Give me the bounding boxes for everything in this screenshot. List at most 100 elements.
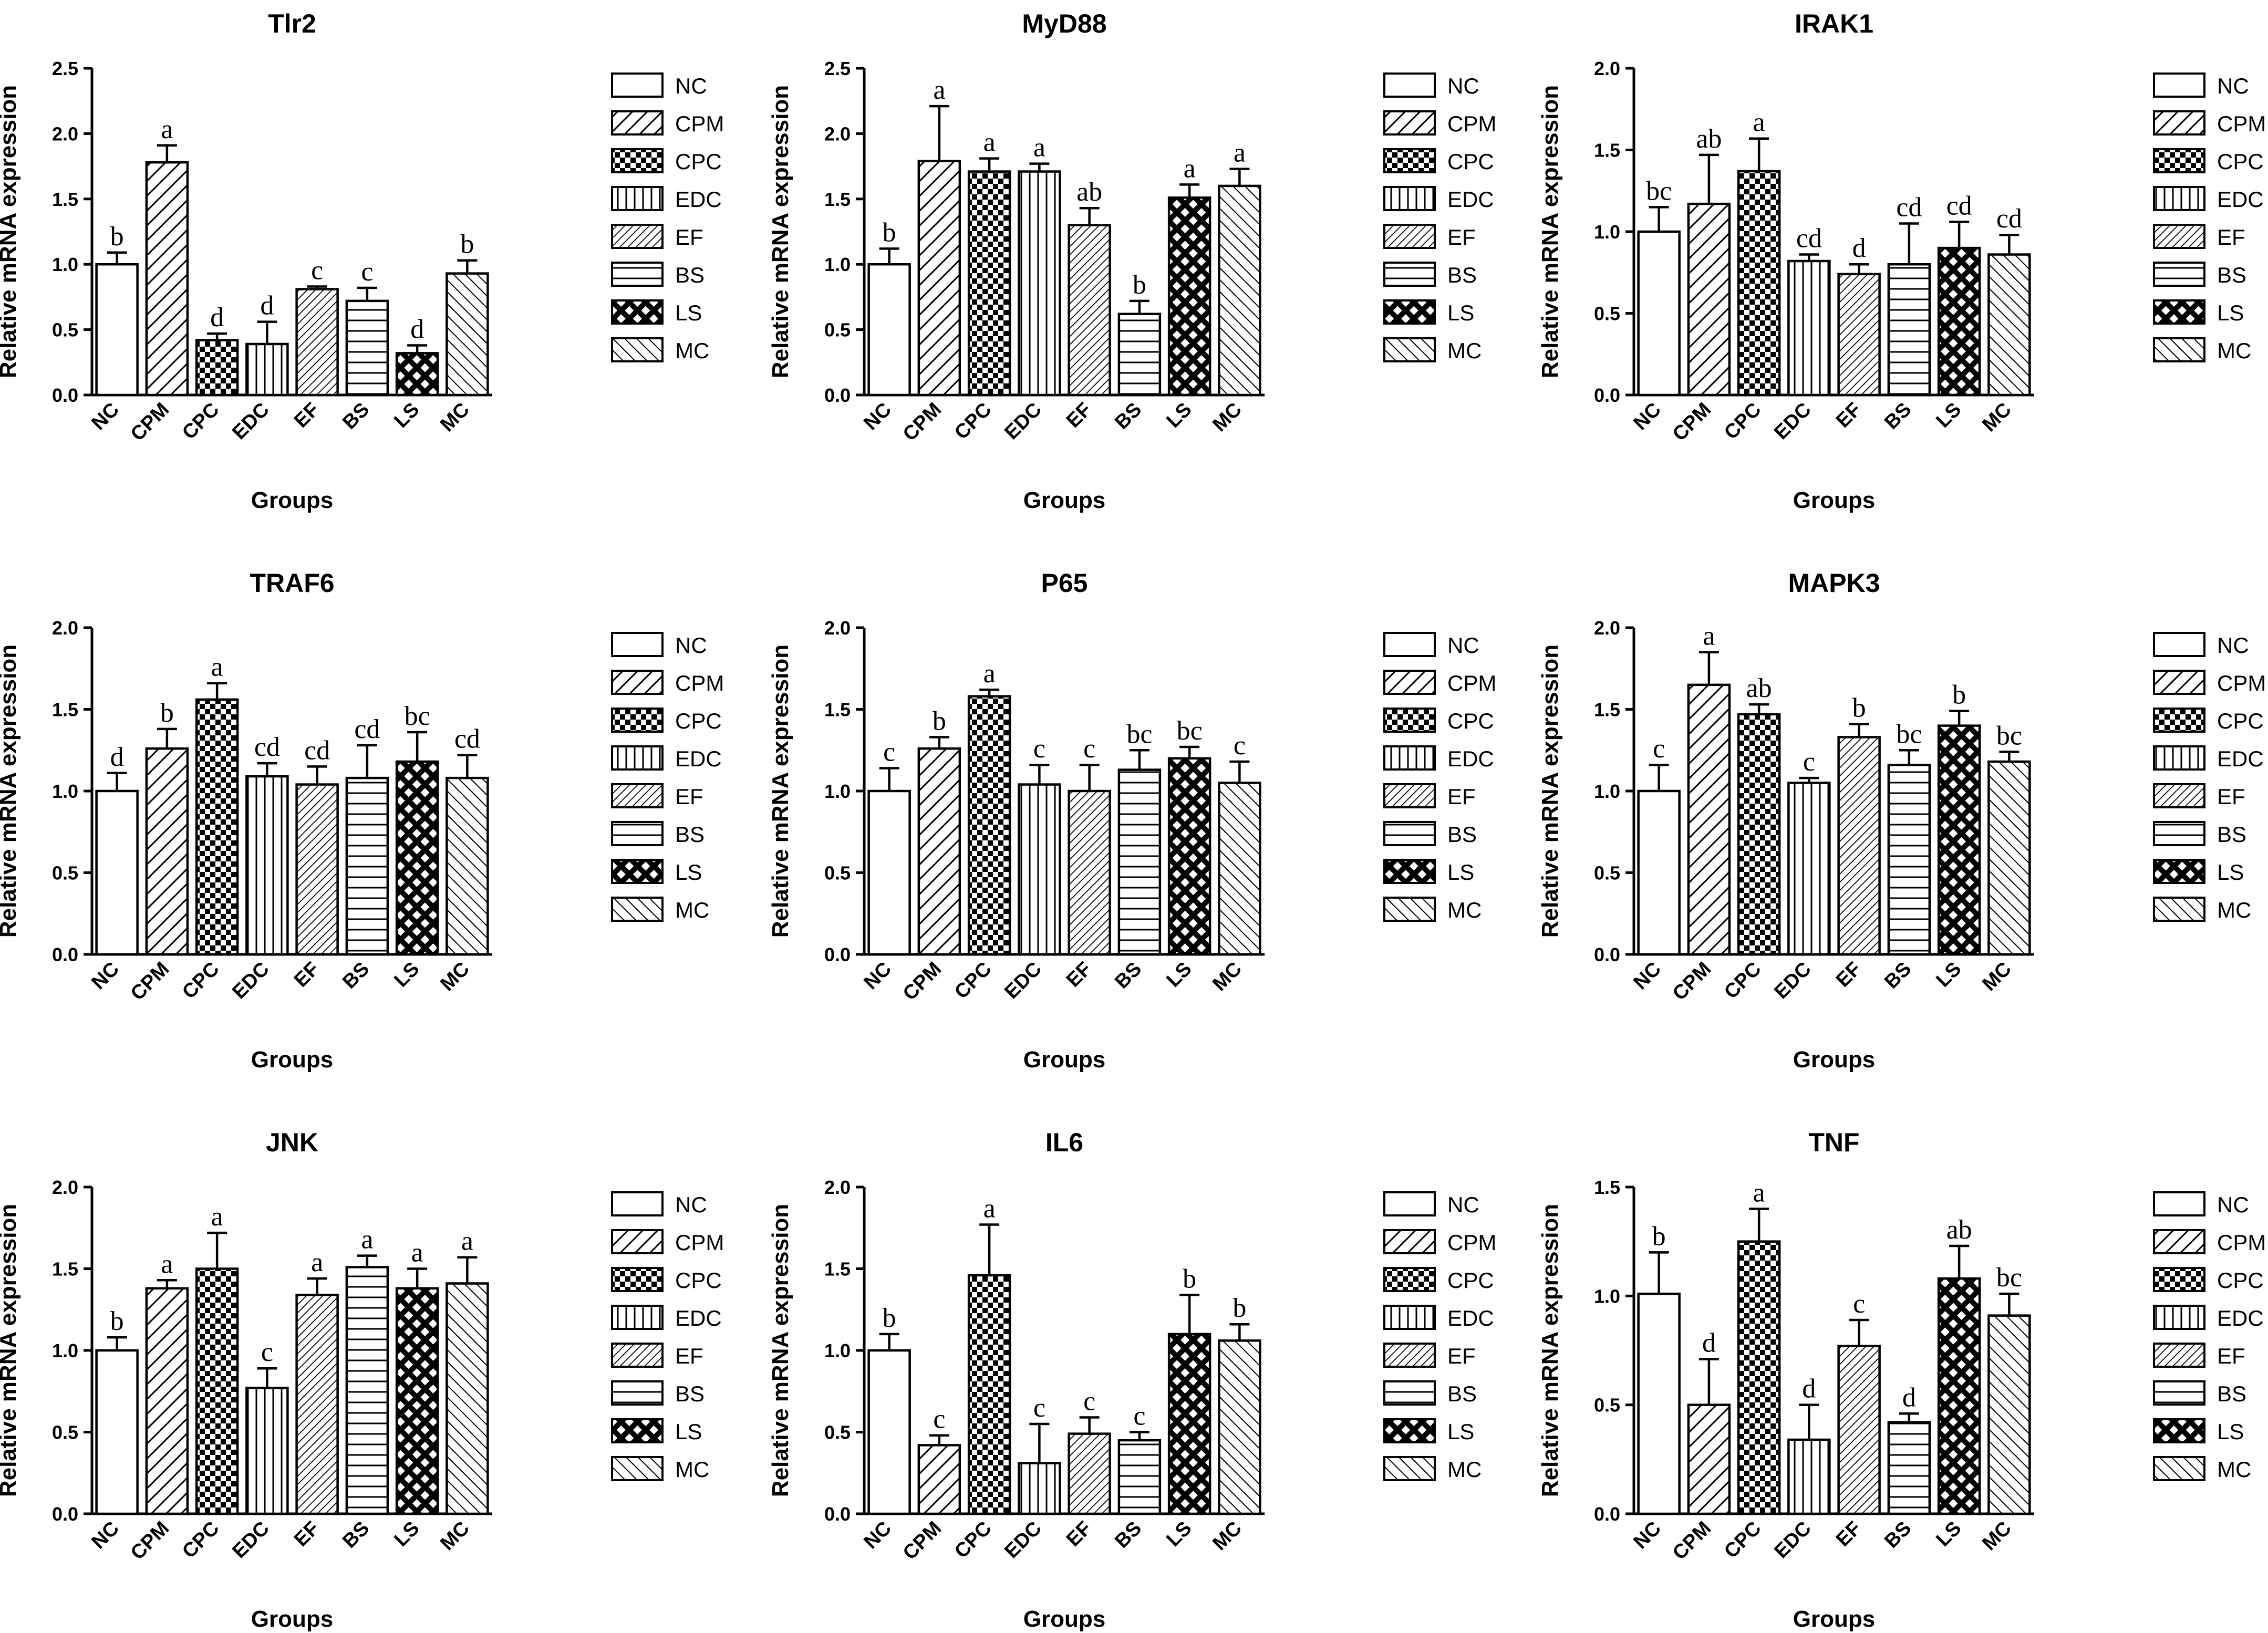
- legend-label: BS: [675, 263, 705, 287]
- x-tick-label: NC: [1629, 1517, 1665, 1554]
- legend-label: EF: [2217, 784, 2245, 809]
- legend-label: CPM: [1447, 671, 1496, 695]
- significance-letter: a: [311, 1247, 323, 1277]
- significance-letter: c: [933, 1405, 945, 1434]
- x-tick-label: NC: [1629, 958, 1665, 994]
- y-tick-label: 0.0: [52, 1503, 78, 1525]
- legend-label: CPC: [675, 709, 722, 733]
- legend-label: NC: [2217, 74, 2249, 98]
- significance-letter: c: [1234, 731, 1246, 761]
- significance-letter: ab: [1946, 1215, 1972, 1245]
- legend-label: BS: [2217, 822, 2246, 847]
- legend-label: MC: [1447, 898, 1482, 922]
- y-tick-label: 1.5: [1594, 140, 1620, 161]
- x-tick-label: NC: [1629, 399, 1665, 435]
- y-tick-label: 2.0: [52, 617, 78, 639]
- significance-letter: bc: [1996, 721, 2022, 751]
- y-tick-label: 0.0: [52, 384, 78, 406]
- y-axis-title: Relative mRNA expression: [0, 85, 21, 378]
- bar-cpc: [195, 698, 239, 956]
- legend-swatch-bs: [611, 1380, 664, 1406]
- bar-bs: [345, 776, 389, 956]
- x-axis-title: Groups: [1023, 1047, 1105, 1073]
- significance-letter: b: [1233, 1293, 1246, 1323]
- bar-mc: [446, 776, 489, 956]
- x-axis-title: Groups: [1793, 1047, 1875, 1073]
- y-tick-label: 0.5: [824, 319, 851, 341]
- legend-swatch-cpc: [2153, 1267, 2205, 1292]
- significance-letter: b: [1852, 693, 1866, 723]
- bar-edc: [1018, 1462, 1061, 1515]
- legend-swatch-ef: [1383, 1343, 1436, 1368]
- legend-label: NC: [675, 1192, 707, 1217]
- y-axis-title: Relative mRNA expression: [768, 85, 793, 378]
- significance-letter: d: [410, 314, 424, 344]
- y-tick-label: 0.5: [824, 1422, 851, 1443]
- bar-ef: [295, 288, 339, 397]
- x-tick-label: CPM: [127, 399, 173, 445]
- bar-edc: [1787, 1438, 1831, 1515]
- legend-label: EF: [1447, 225, 1476, 249]
- significance-letter: ab: [1696, 124, 1722, 154]
- significance-letter: cd: [304, 735, 330, 765]
- x-tick-label: CPC: [1720, 399, 1765, 444]
- legend-swatch-nc: [1383, 632, 1436, 657]
- legend-swatch-cpm: [1383, 110, 1436, 136]
- x-tick-label: NC: [87, 958, 123, 994]
- legend-label: CPC: [675, 149, 722, 174]
- legend-swatch-mc: [2153, 897, 2205, 922]
- bar-edc: [1787, 782, 1831, 956]
- legend-swatch-edc: [1383, 186, 1436, 211]
- x-tick-label: BS: [1880, 399, 1915, 434]
- bar-cpc: [967, 170, 1011, 397]
- bar-cpm: [917, 160, 961, 397]
- x-tick-label: EDC: [1770, 958, 1815, 1003]
- legend: NC CPM CPC EDC EF BS LS MC: [1383, 632, 1496, 922]
- chart-title: MyD88: [1022, 9, 1106, 38]
- legend-swatch-edc: [611, 186, 664, 211]
- significance-letter: cd: [254, 732, 280, 762]
- significance-letter: b: [160, 698, 174, 728]
- x-tick-label: CPM: [1669, 399, 1715, 445]
- x-axis-title: Groups: [1793, 1606, 1875, 1632]
- legend-label: EDC: [2217, 746, 2264, 771]
- x-tick-label: NC: [87, 1517, 123, 1554]
- legend-swatch-cpc: [2153, 148, 2205, 173]
- legend: NC CPM CPC EDC EF BS LS MC: [1383, 1191, 1496, 1482]
- bar-ef: [1837, 1345, 1881, 1515]
- legend-swatch-ls: [2153, 299, 2205, 325]
- y-tick-label: 0.5: [1594, 303, 1620, 325]
- x-tick-label: LS: [1162, 958, 1196, 992]
- x-tick-label: LS: [1932, 399, 1965, 432]
- bar-bs: [1117, 1439, 1162, 1515]
- y-tick-label: 0.0: [824, 944, 851, 965]
- bar-mc: [1987, 1314, 2031, 1515]
- legend-label: BS: [675, 1381, 705, 1406]
- legend-swatch-mc: [611, 897, 664, 922]
- chart-title: TNF: [1808, 1128, 1859, 1157]
- bar-mc: [1218, 184, 1261, 397]
- bar-ef: [295, 783, 339, 956]
- significance-letter: cd: [1896, 192, 1922, 222]
- y-tick-label: 1.0: [52, 1340, 78, 1361]
- legend-swatch-ls: [2153, 1418, 2205, 1443]
- x-tick-label: CPC: [178, 958, 223, 1003]
- y-tick-label: 2.5: [824, 58, 851, 79]
- y-axis-title: Relative mRNA expression: [0, 644, 21, 938]
- chart-title: IRAK1: [1795, 9, 1873, 38]
- x-tick-label: CPM: [127, 958, 173, 1005]
- x-tick-label: MC: [1208, 958, 1246, 995]
- legend-label: LS: [2217, 300, 2244, 325]
- significance-letter: a: [1703, 621, 1715, 651]
- x-tick-label: CPC: [950, 1517, 996, 1563]
- legend-swatch-edc: [2153, 745, 2205, 771]
- bar-ef: [1068, 789, 1111, 956]
- bar-mc: [1987, 760, 2031, 956]
- x-tick-label: BS: [338, 1517, 374, 1553]
- legend-label: MC: [675, 1457, 709, 1482]
- y-tick-label: 0.0: [824, 384, 851, 406]
- bar-mc: [1218, 1339, 1261, 1515]
- x-tick-label: CPC: [1720, 958, 1765, 1003]
- x-tick-label: LS: [390, 399, 423, 432]
- significance-letter: c: [1803, 747, 1815, 777]
